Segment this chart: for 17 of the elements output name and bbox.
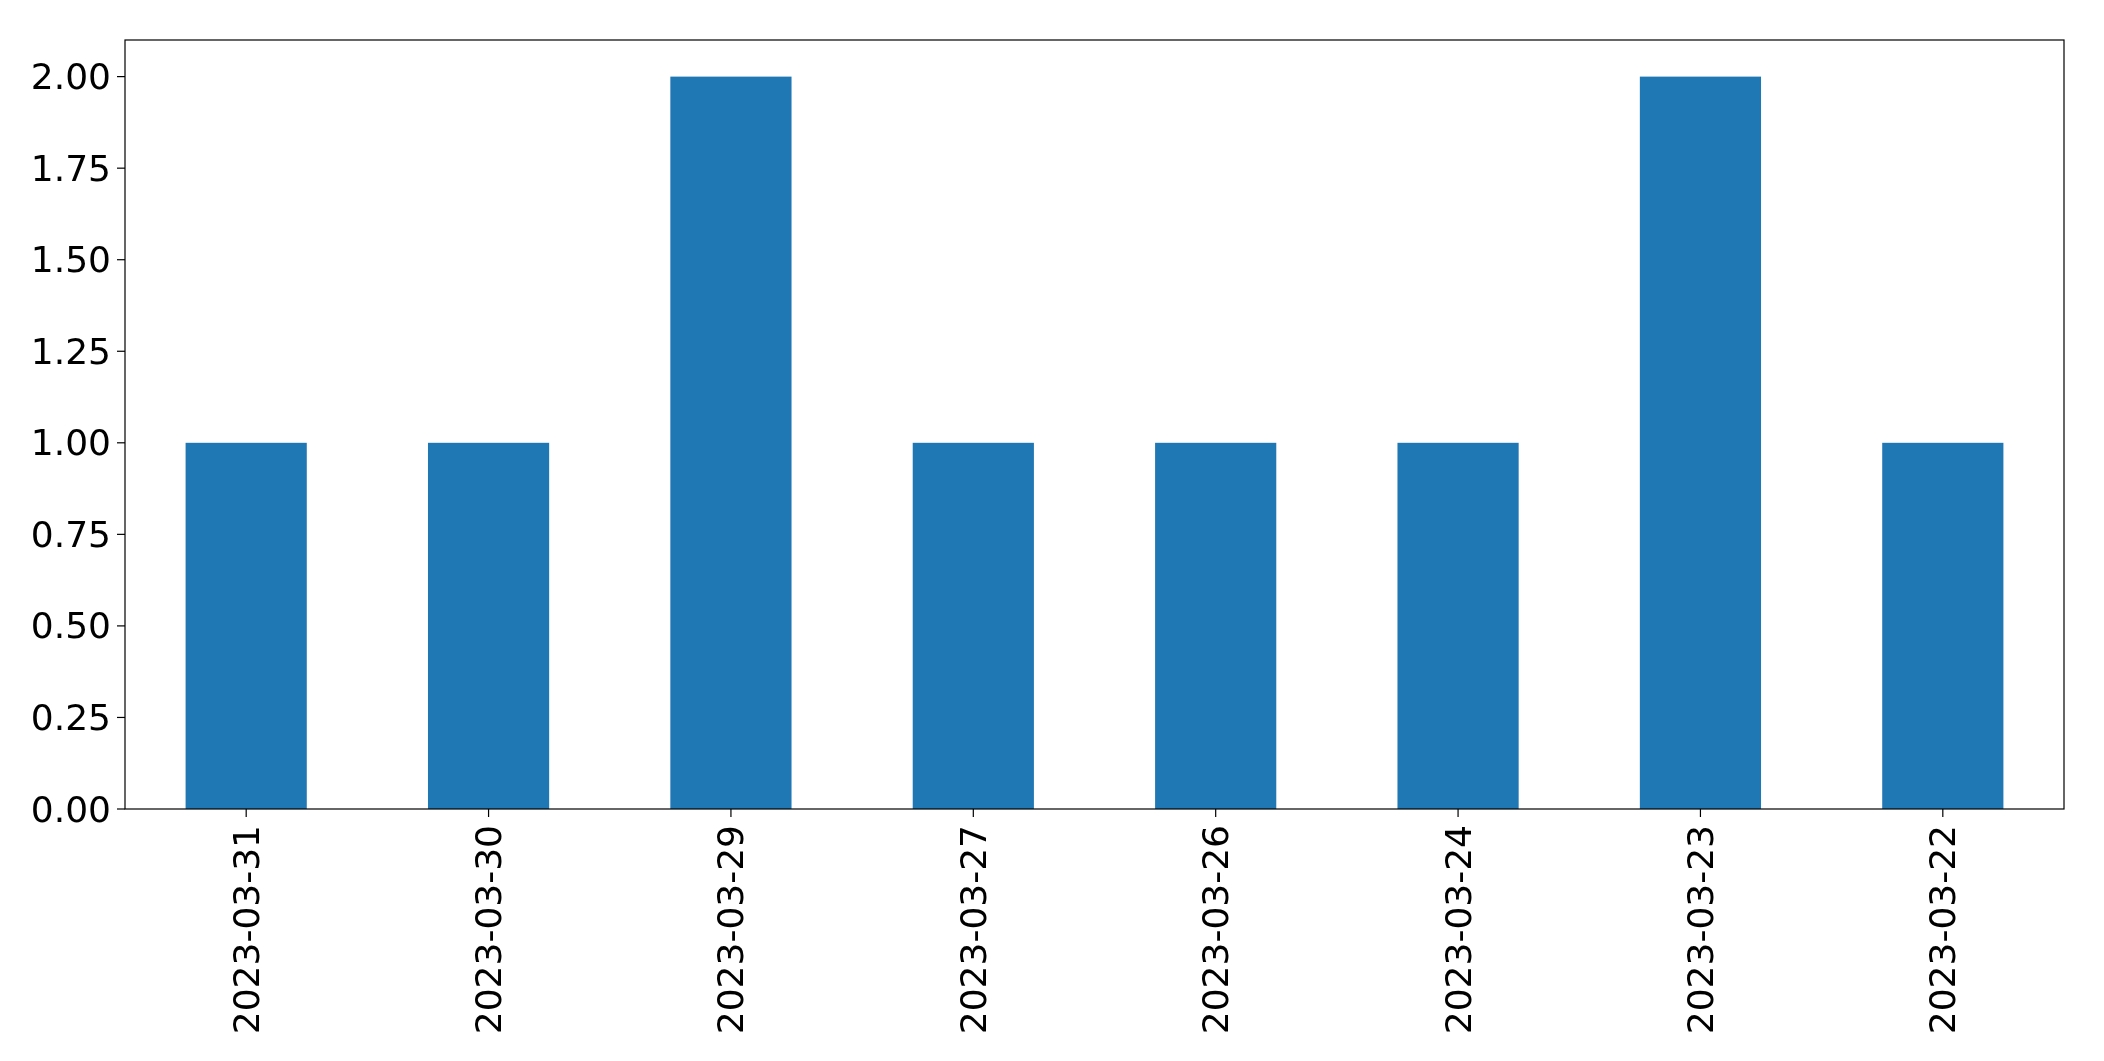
y-tick-label: 0.00	[30, 788, 111, 830]
y-tick-label: 1.50	[30, 239, 111, 281]
y-tick-label: 1.00	[30, 422, 111, 464]
y-tick-label: 0.75	[30, 513, 111, 555]
y-tick-label: 0.25	[30, 696, 111, 738]
x-tick-label: 2023-03-24	[1437, 825, 1479, 1035]
y-tick-label: 1.25	[30, 330, 111, 372]
y-tick-label: 0.50	[30, 605, 111, 647]
x-tick-label: 2023-03-26	[1195, 825, 1237, 1035]
y-tick-label: 2.00	[30, 56, 111, 98]
x-tick-label: 2023-03-30	[468, 825, 510, 1035]
x-tick-label: 2023-03-27	[952, 825, 994, 1035]
y-tick-label: 1.75	[30, 147, 111, 189]
x-tick-label: 2023-03-22	[1922, 825, 1964, 1035]
x-tick-label: 2023-03-29	[710, 825, 752, 1035]
x-tick-label: 2023-03-23	[1679, 825, 1721, 1035]
x-tick-label: 2023-03-31	[225, 825, 267, 1035]
